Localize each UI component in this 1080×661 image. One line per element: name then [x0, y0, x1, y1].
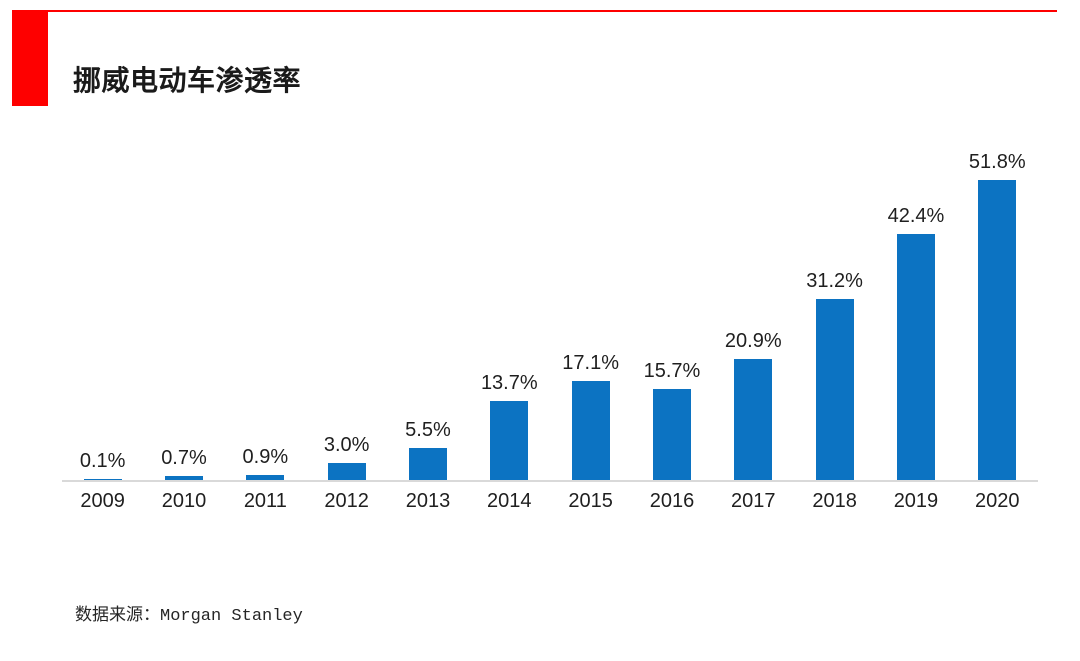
bar-value-label: 5.5% — [405, 419, 451, 442]
bar-chart: 0.1% 0.7% 0.9% 3.0% 5.5% 13.7% 17.1% 15.7% 20.9%… — [62, 140, 1038, 513]
page-title: 挪威电动车渗透率 — [73, 64, 302, 96]
x-axis-label: 2018 — [812, 490, 857, 512]
bar-value-label: 0.9% — [242, 445, 289, 468]
bar — [815, 299, 854, 480]
bar — [978, 180, 1017, 480]
bar-slot: 0.7% — [143, 140, 224, 480]
bar — [327, 462, 366, 480]
bar — [490, 400, 529, 480]
bar-value-label: 3.0% — [323, 433, 370, 456]
bar-value-label: 15.7% — [643, 360, 701, 383]
x-axis-label: 2019 — [893, 490, 939, 512]
bar — [83, 479, 122, 480]
x-axis-label: 2011 — [243, 490, 287, 512]
bar — [896, 234, 935, 480]
bar-value-label: 0.1% — [79, 450, 126, 473]
bar-slot: 3.0% — [306, 140, 387, 480]
x-axis-label: 2015 — [568, 490, 613, 512]
bar-slot: 17.1% — [550, 140, 631, 480]
bar-slot: 20.9% — [713, 140, 794, 480]
bar — [571, 380, 610, 480]
bar — [408, 448, 447, 480]
x-axis-label: 2017 — [731, 490, 776, 512]
bars-row: 0.1% 0.7% 0.9% 3.0% 5.5% 13.7% 17.1% 15.7% 20.9%… — [62, 140, 1038, 480]
bar-value-label: 42.4% — [887, 205, 945, 228]
x-axis-label: 2013 — [405, 490, 451, 512]
x-axis-label: 2012 — [324, 490, 369, 512]
x-axis-label: 2009 — [80, 490, 125, 512]
bar — [652, 389, 691, 480]
bar-slot: 0.1% — [62, 140, 143, 480]
x-axis-label: 2020 — [975, 490, 1020, 512]
bar-value-label: 0.7% — [161, 446, 207, 469]
bar-value-label: 51.8% — [968, 151, 1026, 173]
red-accent-block — [12, 11, 48, 106]
bar-slot: 42.4% — [875, 140, 956, 480]
source-note: 数据来源：Morgan Stanley — [75, 607, 303, 626]
x-axis-label: 2016 — [649, 490, 695, 512]
bar-slot: 13.7% — [469, 140, 550, 480]
x-axis-labels: 2009 2010 2011 2012 2013 2014 2015 2016 2017 2018… — [62, 490, 1038, 513]
bar-slot: 0.9% — [225, 140, 306, 480]
bar-slot: 5.5% — [387, 140, 468, 480]
top-accent-rule — [12, 10, 1057, 12]
bar — [164, 475, 203, 480]
bar-value-label: 31.2% — [806, 270, 863, 293]
bar-value-label: 17.1% — [562, 351, 619, 374]
x-axis-line — [62, 480, 1038, 482]
bar — [246, 474, 285, 480]
bar-slot: 51.8% — [957, 140, 1038, 480]
bar-slot: 31.2% — [794, 140, 875, 480]
x-axis-label: 2010 — [161, 490, 207, 512]
bar-slot: 15.7% — [631, 140, 712, 480]
bar-value-label: 20.9% — [724, 329, 782, 352]
bar — [734, 358, 773, 480]
bar-value-label: 13.7% — [480, 371, 538, 394]
x-axis-label: 2014 — [487, 490, 532, 512]
